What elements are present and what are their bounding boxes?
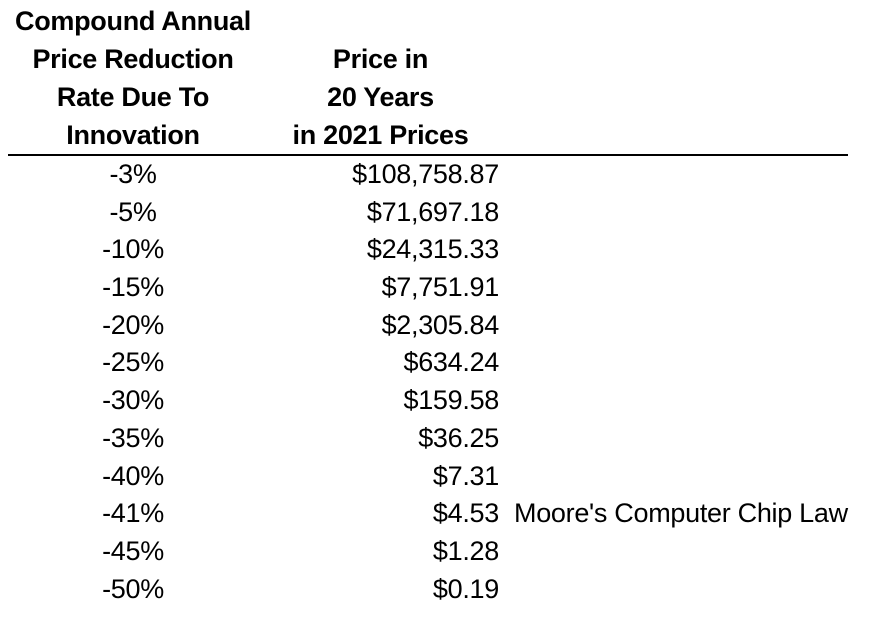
column-header-rate-line: Rate Due To bbox=[56, 82, 210, 112]
annotation-cell bbox=[503, 269, 848, 307]
annotation-cell bbox=[503, 344, 848, 382]
table-row: -3% $108,758.87 bbox=[8, 156, 848, 194]
table-row: -5% $71,697.18 bbox=[8, 194, 848, 232]
rate-cell: -45% bbox=[102, 535, 164, 566]
price-cell: $0.19 bbox=[432, 573, 499, 604]
rate-cell: -20% bbox=[102, 309, 164, 340]
annotation-cell bbox=[503, 156, 848, 194]
price-cell: $159.58 bbox=[403, 385, 500, 416]
column-header-rate-line: Compound Annual bbox=[15, 6, 251, 36]
table-row: -20% $2,305.84 bbox=[8, 307, 848, 345]
annotation-cell bbox=[503, 420, 848, 458]
rate-cell: -10% bbox=[102, 234, 164, 265]
table-row: -30% $159.58 bbox=[8, 382, 848, 420]
column-header-price: Price in 20 Years in 2021 Prices bbox=[258, 2, 503, 154]
table-row: -10% $24,315.33 bbox=[8, 231, 848, 269]
column-header-rate: Compound Annual Price Reduction Rate Due T… bbox=[8, 2, 258, 154]
rate-cell: -40% bbox=[102, 460, 164, 491]
column-header-price-line: 20 Years bbox=[327, 82, 434, 112]
rate-cell: -35% bbox=[102, 422, 164, 453]
column-header-price-line: in 2021 Prices bbox=[292, 120, 469, 150]
price-cell: $71,697.18 bbox=[366, 196, 499, 227]
annotation-cell bbox=[503, 458, 848, 496]
price-cell: $634.24 bbox=[403, 347, 500, 378]
price-cell: $36.25 bbox=[418, 422, 499, 453]
column-header-rate-line: Price Reduction bbox=[32, 44, 234, 74]
table-row: -40% $7.31 bbox=[8, 458, 848, 496]
annotation-cell bbox=[503, 533, 848, 571]
table-row: -15% $7,751.91 bbox=[8, 269, 848, 307]
price-cell: $1.28 bbox=[432, 535, 499, 566]
table-row: -41% $4.53 Moore's Computer Chip Law bbox=[8, 495, 848, 533]
annotation-cell bbox=[503, 194, 848, 232]
table-header-row: Compound Annual Price Reduction Rate Due T… bbox=[8, 2, 848, 156]
column-header-price-line: Price in bbox=[332, 44, 429, 74]
rate-cell: -15% bbox=[102, 272, 164, 303]
price-cell: $108,758.87 bbox=[352, 159, 499, 189]
rate-cell: -30% bbox=[102, 385, 164, 416]
rate-cell: -50% bbox=[102, 573, 164, 604]
price-cell: $24,315.33 bbox=[366, 234, 499, 265]
rate-cell: -41% bbox=[102, 498, 164, 529]
annotation-cell bbox=[503, 382, 848, 420]
annotation-cell: Moore's Computer Chip Law bbox=[514, 498, 848, 529]
price-cell: $7.31 bbox=[432, 460, 499, 491]
annotation-cell bbox=[503, 571, 848, 609]
annotation-cell bbox=[503, 307, 848, 345]
price-reduction-table: Compound Annual Price Reduction Rate Due T… bbox=[8, 2, 848, 608]
column-header-rate-line: Innovation bbox=[66, 120, 200, 150]
rate-cell: -25% bbox=[102, 347, 164, 378]
rate-cell: -5% bbox=[109, 196, 157, 227]
price-cell: $7,751.91 bbox=[381, 272, 500, 303]
table-row: -35% $36.25 bbox=[8, 420, 848, 458]
table-row: -50% $0.19 bbox=[8, 571, 848, 609]
price-cell: $2,305.84 bbox=[381, 309, 500, 340]
rate-cell: -3% bbox=[109, 159, 157, 189]
table-row: -25% $634.24 bbox=[8, 344, 848, 382]
annotation-cell bbox=[503, 231, 848, 269]
table-body: -3% $108,758.87 -5% $71,697.18 -10% $24,315.3… bbox=[8, 156, 848, 608]
price-cell: $4.53 bbox=[432, 498, 499, 529]
table-row: -45% $1.28 bbox=[8, 533, 848, 571]
